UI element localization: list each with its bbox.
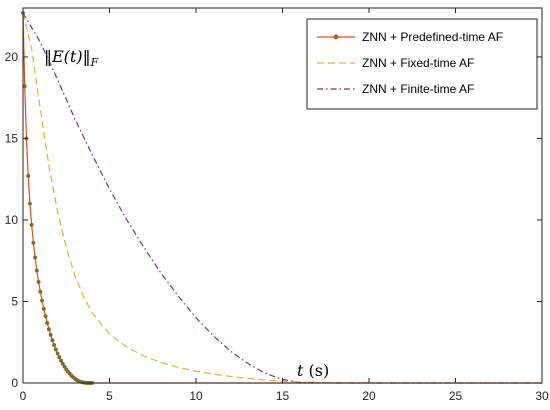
series-1-marker (36, 279, 41, 284)
legend-label-1: ZNN + Predefined-time AF (362, 30, 503, 44)
y-axis-label-subscript: F (90, 56, 99, 69)
series-1-marker (50, 338, 55, 343)
series-1-marker (55, 351, 60, 356)
x-tick-label: 5 (106, 389, 113, 403)
series-1-marker (34, 268, 39, 273)
series-1-marker (41, 306, 46, 311)
y-tick-label: 5 (11, 294, 18, 308)
legend-label-3: ZNN + Finite-time AF (362, 82, 474, 96)
series-1-marker (33, 255, 38, 260)
series-1-marker (40, 298, 45, 303)
series-1-marker (27, 201, 32, 206)
x-tick-label: 30 (535, 389, 549, 403)
series-1-marker (26, 173, 31, 178)
x-axis-label: t (s) (297, 361, 329, 380)
series-1-marker (52, 343, 57, 348)
x-tick-label: 20 (362, 389, 376, 403)
x-axis-label-var: t (297, 361, 309, 380)
series-1-marker (48, 332, 53, 337)
series-1-marker (29, 222, 34, 227)
legend-box (306, 18, 538, 110)
annotation-layer: ‖E(t)‖Ft (s) (44, 47, 329, 380)
series-1-marker (60, 361, 65, 366)
series-1-marker (31, 240, 36, 245)
series-1-marker (38, 289, 43, 294)
x-axis-label-unit: (s) (309, 361, 330, 380)
y-axis-label: ‖E(t)‖F (44, 47, 99, 69)
series-1-marker (57, 355, 62, 360)
series-1-marker (53, 347, 58, 352)
series-1-marker (43, 314, 48, 319)
x-tick-label: 0 (20, 389, 27, 403)
x-tick-label: 15 (276, 389, 290, 403)
legend-label-2: ZNN + Fixed-time AF (362, 56, 474, 70)
y-tick-label: 20 (5, 50, 19, 64)
y-axis-label-main: ‖E(t)‖ (44, 47, 91, 66)
axes-layer: 0 5 10 15 20 25 30 0 5 10 15 20 (5, 7, 549, 403)
y-tick-label: 10 (5, 213, 19, 227)
legend-swatch-marker (333, 34, 339, 40)
series-1-marker (59, 358, 64, 363)
legend: ZNN + Predefined-time AF ZNN + Fixed-time… (306, 18, 538, 110)
series-1-marker (45, 321, 50, 326)
y-tick-label: 0 (11, 376, 18, 390)
series-1-marker (46, 327, 51, 332)
x-tick-label: 10 (189, 389, 203, 403)
x-tick-label: 25 (449, 389, 463, 403)
y-tick-label: 15 (5, 131, 19, 145)
